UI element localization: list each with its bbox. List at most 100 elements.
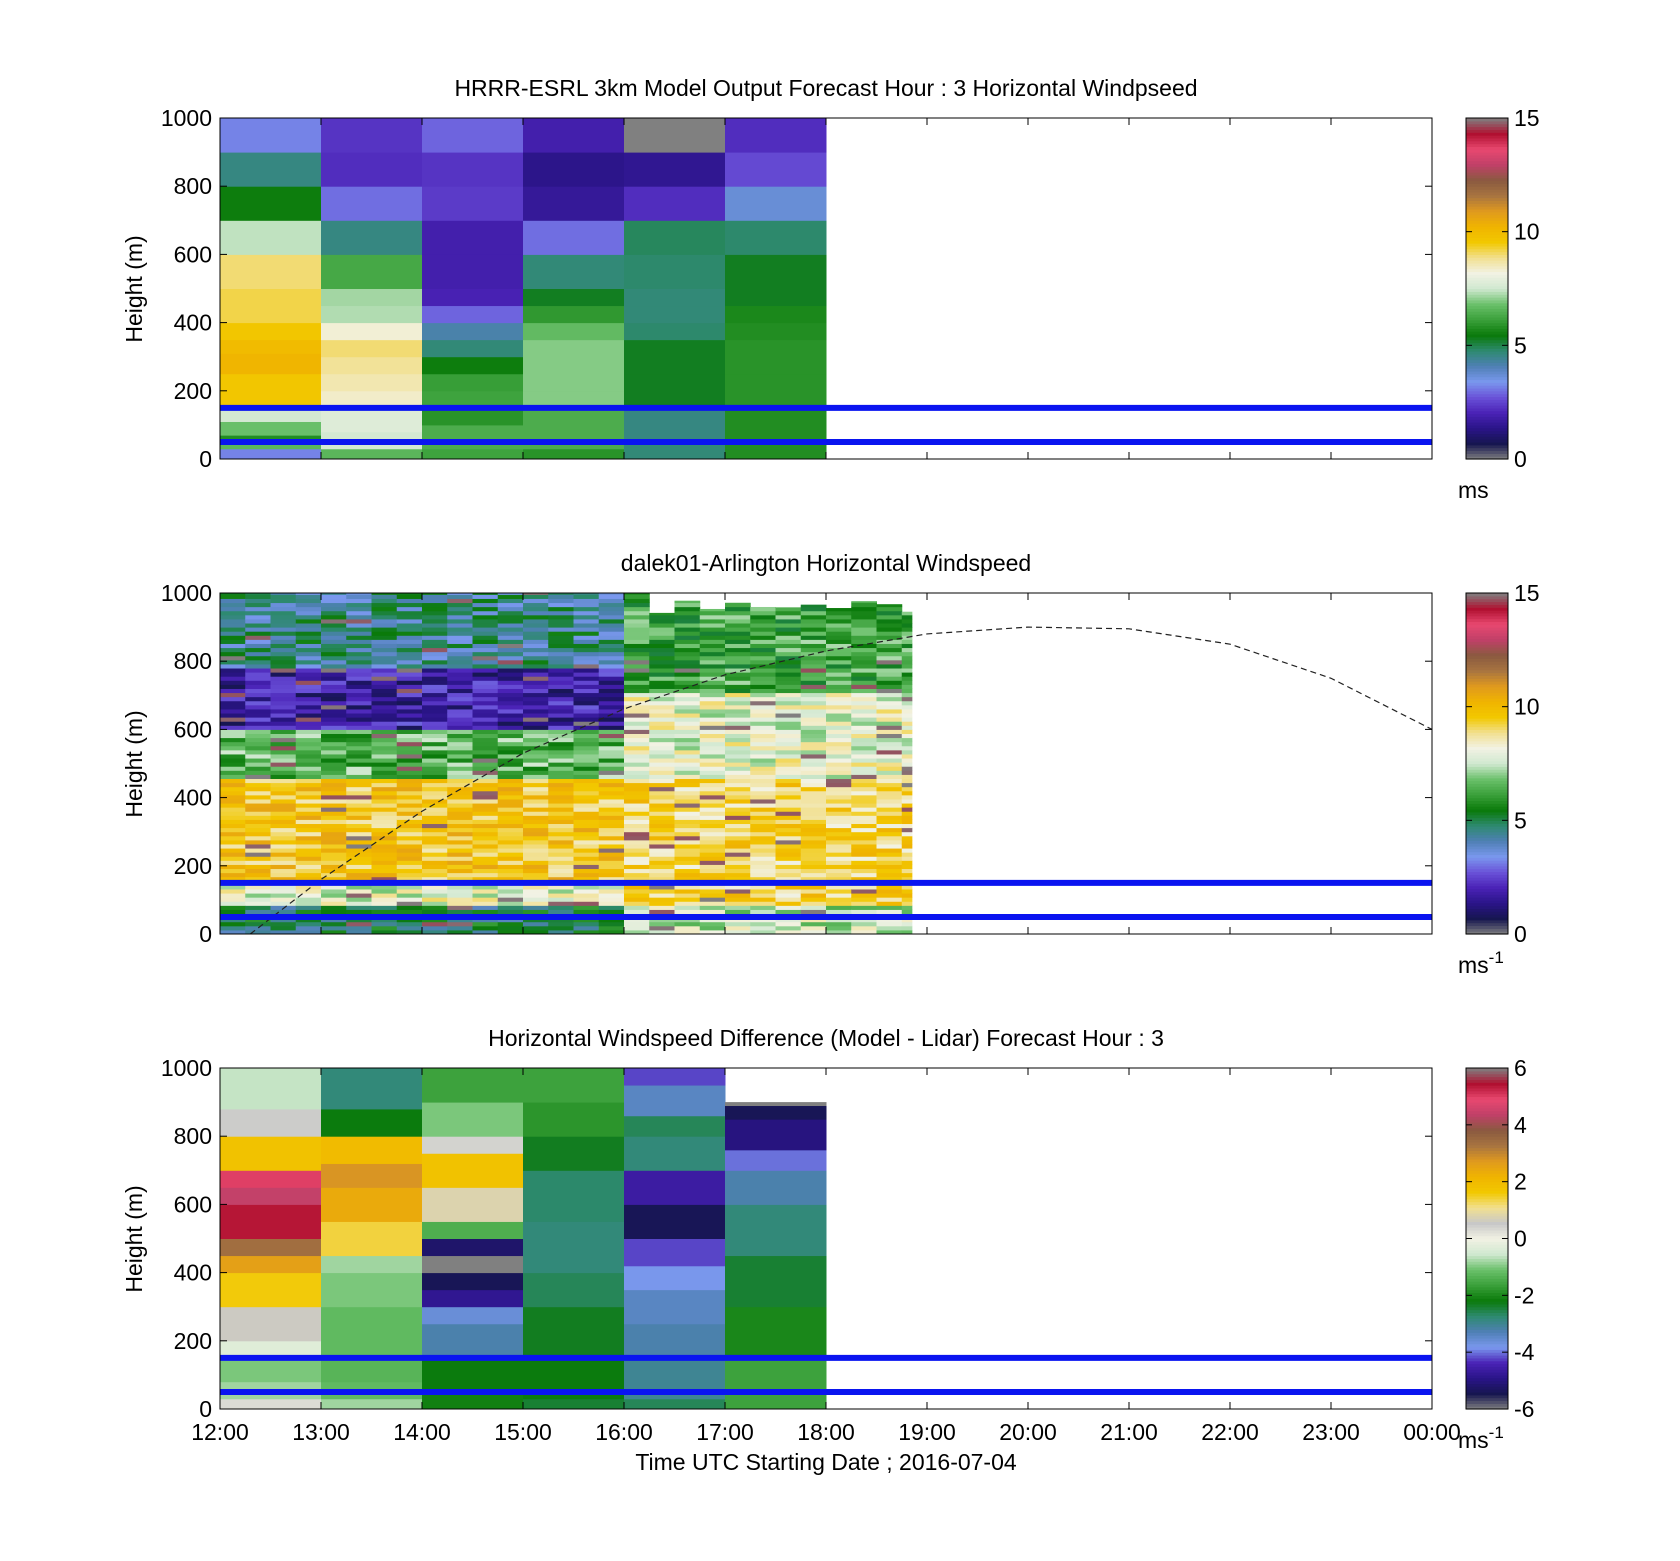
x-axis-label: Time UTC Starting Date ; 2016-07-04 <box>635 1449 1017 1475</box>
heatmap-cell <box>321 704 347 710</box>
heatmap-cell <box>245 884 271 890</box>
colorbar-swatch <box>1466 811 1508 816</box>
heatmap-cell <box>775 725 802 730</box>
colorbar-swatch <box>1466 203 1508 207</box>
heatmap-cell <box>851 655 877 661</box>
heatmap-cell <box>472 753 499 759</box>
heatmap-cell <box>598 713 625 718</box>
heatmap-cell <box>901 921 913 927</box>
heatmap-cell <box>422 614 448 620</box>
colorbar-swatch <box>1466 1286 1508 1291</box>
heatmap-cell <box>321 819 347 825</box>
heatmap-cell <box>573 848 600 853</box>
heatmap-cell <box>573 905 600 910</box>
heatmap-cell <box>523 692 549 698</box>
heatmap-cell <box>523 823 549 829</box>
heatmap-cell <box>851 606 877 612</box>
heatmap-cell <box>851 823 877 829</box>
heatmap-cell <box>346 770 372 775</box>
heatmap-cell <box>725 254 827 289</box>
colorbar-swatch <box>1466 828 1508 833</box>
heatmap-cell <box>497 692 524 698</box>
heatmap-cell <box>371 692 398 698</box>
colorbar-swatch <box>1466 387 1508 392</box>
heatmap-cell <box>472 843 499 849</box>
heatmap-cell <box>800 643 827 649</box>
heatmap-cell <box>321 815 347 820</box>
heatmap-cell <box>699 758 726 763</box>
heatmap-cell <box>245 639 271 644</box>
colorbar-swatch <box>1466 1386 1508 1390</box>
heatmap-cell <box>725 696 751 702</box>
heatmap-cell <box>270 798 297 804</box>
heatmap-cell <box>220 811 246 816</box>
heatmap-cell <box>725 897 751 902</box>
heatmap-cell <box>548 831 574 837</box>
heatmap-cell <box>598 676 625 681</box>
colorbar-swatch <box>1466 305 1508 309</box>
heatmap-cell <box>523 631 549 636</box>
heatmap-cell <box>876 856 903 861</box>
heatmap-cell <box>497 688 524 694</box>
heatmap-cell <box>573 835 600 841</box>
heatmap-cell <box>699 835 726 841</box>
heatmap-cell <box>220 815 246 820</box>
heatmap-cell <box>270 717 297 722</box>
heatmap-cell <box>901 696 913 702</box>
heatmap-cell <box>270 737 297 743</box>
colorbar-swatch <box>1466 257 1508 261</box>
colorbar-swatch <box>1466 308 1508 312</box>
heatmap-cell <box>901 733 913 739</box>
boundary-layer-curve <box>249 626 1432 934</box>
heatmap-cell <box>851 639 877 644</box>
heatmap-cell <box>321 897 347 902</box>
heatmap-cell <box>851 672 877 677</box>
heatmap-cell <box>270 606 297 612</box>
colorbar-swatch <box>1466 780 1508 784</box>
heatmap-cell <box>497 811 524 816</box>
colorbar-swatch <box>1466 149 1508 153</box>
heatmap-cell <box>396 643 423 649</box>
colorbar-swatch <box>1466 638 1508 642</box>
heatmap-cell <box>422 1068 524 1103</box>
heatmap-cell <box>422 659 448 665</box>
heatmap-cell <box>548 729 574 734</box>
heatmap-cell <box>245 610 271 616</box>
heatmap-cell <box>598 872 625 878</box>
heatmap-cell <box>598 852 625 857</box>
heatmap-cell <box>775 688 802 694</box>
heatmap-cell <box>548 725 574 730</box>
heatmap-cell <box>699 925 726 931</box>
heatmap-cell <box>220 688 246 694</box>
colorbar-swatch <box>1466 1323 1508 1328</box>
heatmap-cell <box>321 852 347 857</box>
heatmap-cell <box>624 1265 726 1291</box>
colorbar-swatch <box>1466 1133 1508 1137</box>
x-tick-label: 22:00 <box>1201 1419 1259 1445</box>
heatmap-cell <box>270 815 297 820</box>
heatmap-cell <box>295 655 322 661</box>
heatmap-cell <box>573 598 600 604</box>
heatmap-cell <box>548 610 574 616</box>
heatmap-cell <box>220 441 322 450</box>
heatmap-cell <box>220 909 246 915</box>
heatmap-cell <box>674 651 701 657</box>
heatmap-cell <box>725 655 751 661</box>
heatmap-cell <box>800 635 827 640</box>
heatmap-cell <box>649 901 675 906</box>
heatmap-cell <box>523 254 625 289</box>
heatmap-cell <box>624 441 726 459</box>
heatmap-cell <box>245 749 271 755</box>
heatmap-cell <box>674 843 701 849</box>
heatmap-cell <box>649 733 675 739</box>
heatmap-cell <box>497 901 524 906</box>
heatmap-cell <box>497 897 524 902</box>
heatmap-cell <box>699 774 726 780</box>
heatmap-cell <box>826 897 852 902</box>
heatmap-cell <box>497 676 524 681</box>
colorbar-swatch <box>1466 1266 1508 1271</box>
colorbar-tick-label: -4 <box>1514 1339 1535 1365</box>
heatmap-cell <box>573 733 600 739</box>
heatmap-cell <box>851 659 877 665</box>
heatmap-cell <box>876 631 903 636</box>
